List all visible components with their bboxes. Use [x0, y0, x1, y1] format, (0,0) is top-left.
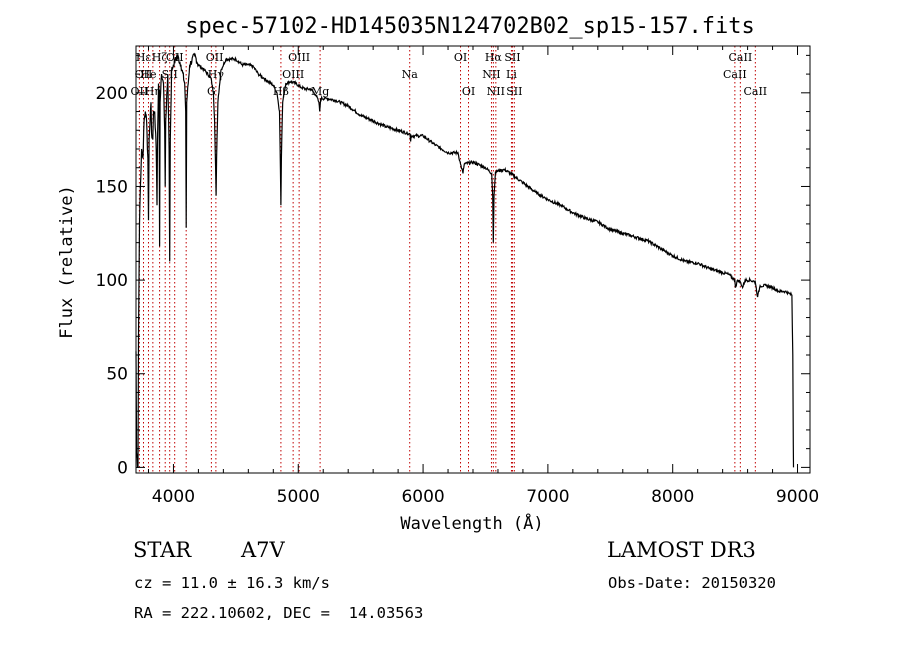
x-tick-label: 5000 — [277, 487, 320, 507]
plot-frame — [135, 45, 811, 474]
x-tick-label: 9000 — [776, 487, 819, 507]
marker-label: CaII — [729, 51, 753, 64]
marker-label: OI — [454, 51, 467, 64]
spectrum-line — [135, 52, 795, 468]
marker-label: OII — [131, 85, 149, 98]
marker-label: Hα — [485, 51, 503, 64]
marker-label: CaII — [723, 68, 747, 81]
obs-date-text: Obs-Date: 20150320 — [608, 574, 776, 592]
marker-label: Hζ — [152, 51, 168, 64]
marker-label: Li — [506, 68, 517, 81]
x-axis-ticks: 4000 5000 6000 7000 8000 9000 — [147, 46, 819, 507]
marker-label: OII — [135, 68, 153, 81]
marker-label: Hε — [136, 51, 152, 64]
y-tick-label: 200 — [96, 84, 128, 104]
marker-label: SII — [506, 85, 522, 98]
y-tick-label: 50 — [106, 365, 128, 385]
marker-label: Hη — [145, 85, 161, 98]
marker-label: OII — [206, 51, 224, 64]
object-class: STAR — [133, 538, 192, 562]
marker-lines — [138, 46, 756, 473]
marker-label: SII — [162, 68, 178, 81]
marker-label: NII — [487, 85, 505, 98]
marker-label: SII — [504, 51, 520, 64]
x-tick-label: 6000 — [401, 487, 444, 507]
marker-label: NII — [482, 68, 500, 81]
y-axis-ticks: 0 50 100 150 200 — [96, 54, 810, 478]
x-axis-label: Wavelength (Å) — [400, 512, 543, 534]
marker-label: OI — [462, 85, 475, 98]
marker-label: He — [140, 68, 156, 81]
y-tick-label: 100 — [96, 271, 128, 291]
object-subclass: A7V — [241, 538, 285, 562]
y-axis-label: Flux (relative) — [57, 185, 77, 339]
coordinates-text: RA = 222.10602, DEC = 14.03563 — [134, 604, 424, 622]
y-tick-label: 0 — [117, 458, 128, 478]
redshift-text: cz = 11.0 ± 16.3 km/s — [134, 574, 330, 592]
marker-label: OIII — [288, 51, 310, 64]
chart-title: spec-57102-HD145035N124702B02_sp15-157.f… — [185, 14, 755, 39]
x-tick-label: 4000 — [152, 487, 195, 507]
marker-label: G — [207, 85, 216, 98]
marker-label: CaII — [743, 85, 767, 98]
x-tick-label: 8000 — [651, 487, 694, 507]
marker-label: OIII — [282, 68, 304, 81]
x-tick-label: 7000 — [526, 487, 569, 507]
survey-name: LAMOST DR3 — [607, 538, 756, 562]
y-tick-label: 150 — [96, 177, 128, 197]
marker-label: Na — [402, 68, 419, 81]
